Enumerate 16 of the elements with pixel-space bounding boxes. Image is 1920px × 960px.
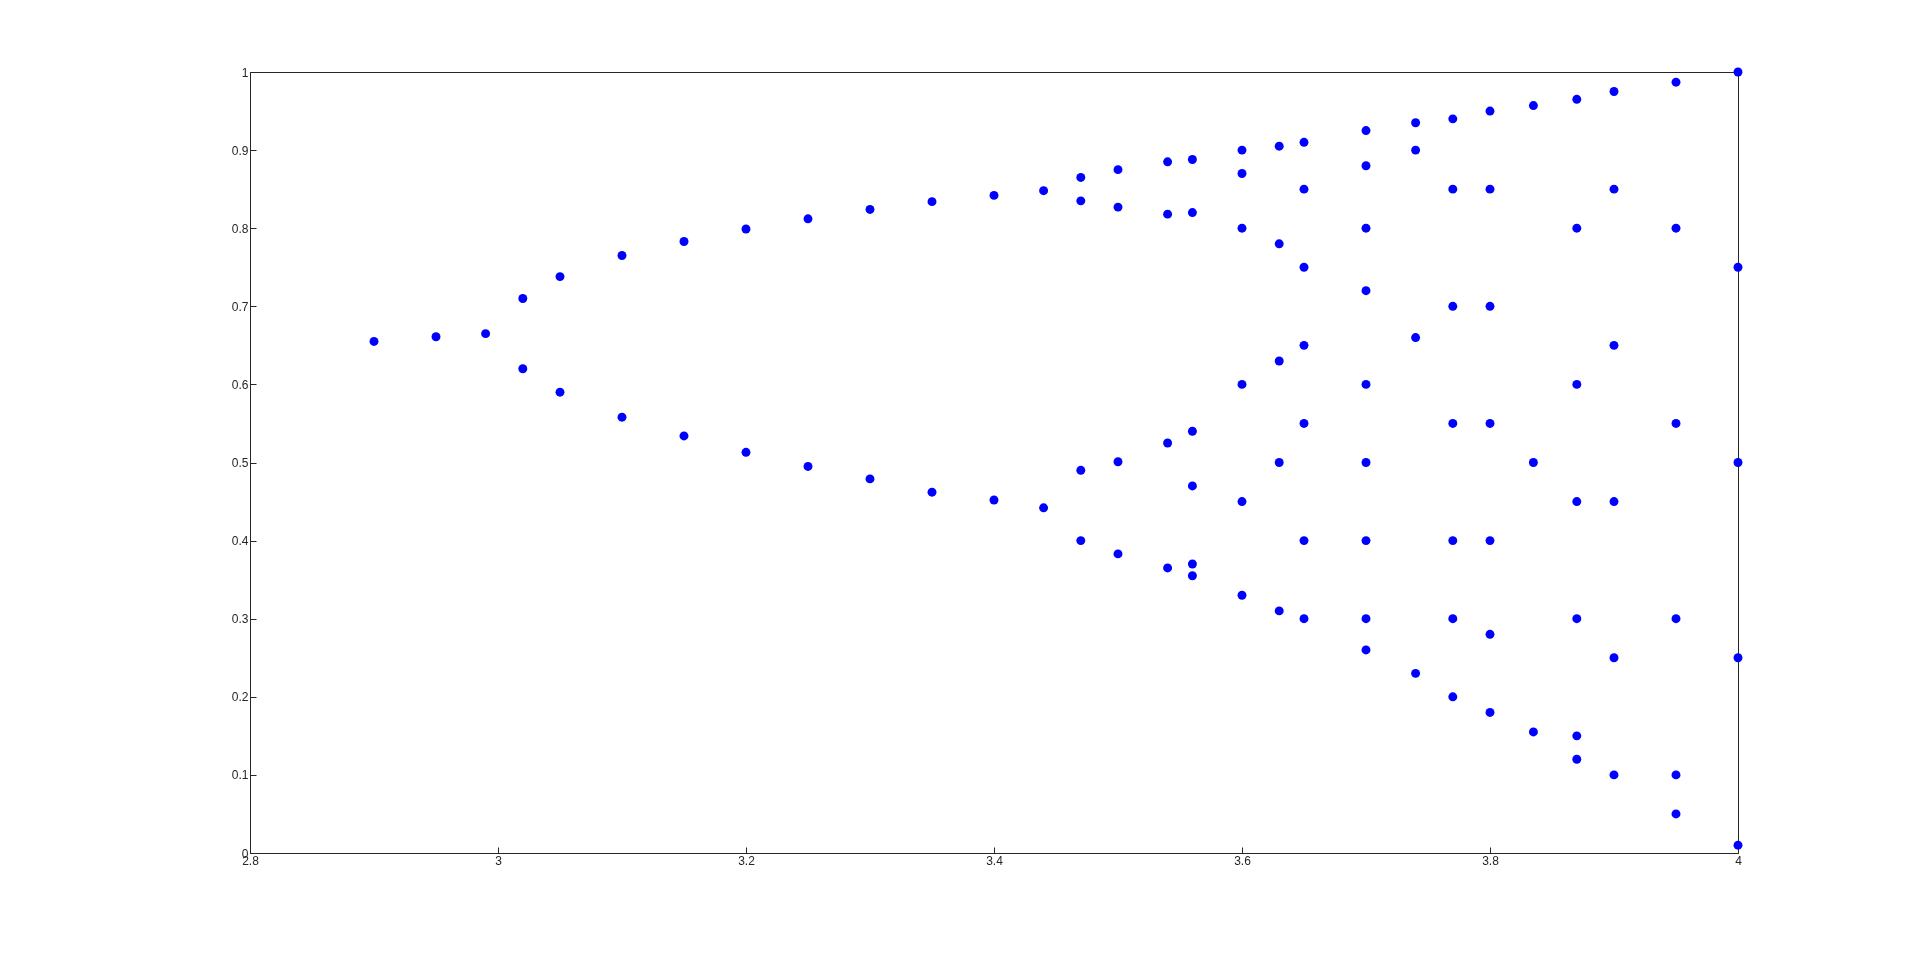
y-tick-label: 0.2: [231, 690, 249, 705]
y-tick-label: 0.4: [231, 534, 249, 549]
y-tick-label: 0.7: [231, 299, 249, 314]
y-tick-label: 0.5: [231, 456, 249, 470]
x-tick-label: 3.6: [1234, 853, 1252, 868]
y-tick-label: 0.9: [231, 143, 249, 158]
x-tick-label: 3.8: [1482, 853, 1500, 868]
y-tick-label: 0.6: [231, 377, 249, 392]
y-tick-label: 0.3: [231, 612, 249, 627]
x-tick-label: 4: [1735, 853, 1743, 868]
y-tick-label: 1: [241, 65, 249, 80]
y-tick-label: 0.8: [231, 221, 249, 236]
x-tick-label: 3.4: [986, 853, 1004, 868]
x-tick-label: 3.2: [738, 853, 756, 868]
y-tick-label: 0.1: [231, 768, 249, 783]
x-tick-label: 3: [495, 853, 503, 868]
